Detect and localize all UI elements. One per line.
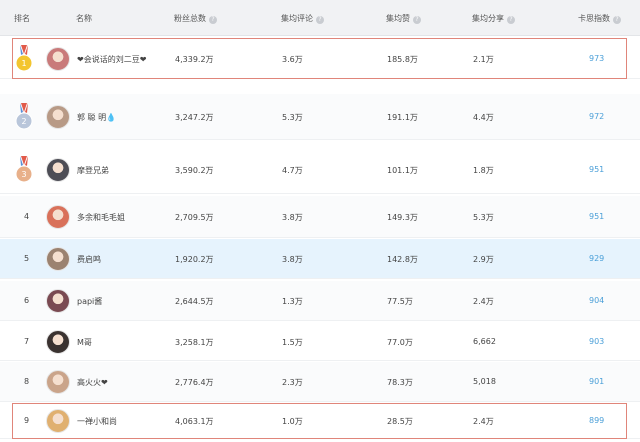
fans-total: 1,920.2万 [175, 255, 214, 264]
avg-shares: 2.1万 [473, 55, 494, 64]
fans-total: 2,776.4万 [175, 378, 214, 387]
creator-name[interactable]: 多余和毛毛姐 [77, 213, 125, 222]
fans-total: 4,339.2万 [175, 55, 214, 64]
creator-name[interactable]: 一禅小和尚 [77, 417, 117, 426]
avatar[interactable] [46, 409, 70, 433]
table-row[interactable]: 2 郭 聪 明💧 3,247.2万 5.3万 191.1万 4.4万 972 [0, 94, 640, 140]
avg-comments: 1.0万 [282, 417, 303, 426]
avg-shares: 5,018 [473, 377, 496, 386]
avg-comments: 3.8万 [282, 255, 303, 264]
help-icon[interactable]: ? [507, 16, 515, 24]
rank-number: 8 [24, 377, 30, 386]
table-row[interactable]: 8 高火火❤ 2,776.4万 2.3万 78.3万 5,018 901 [0, 362, 640, 402]
avg-comments: 1.5万 [282, 338, 303, 347]
avatar[interactable] [46, 205, 70, 229]
creator-name[interactable]: M哥 [77, 338, 92, 347]
table-row[interactable]: 1 ❤会说话的刘二豆❤ 4,339.2万 3.6万 185.8万 2.1万 973 [0, 38, 640, 79]
avatar[interactable] [46, 330, 70, 354]
table-row[interactable]: 9 一禅小和尚 4,063.1万 1.0万 28.5万 2.4万 899 [0, 403, 640, 439]
kasi-index: 899 [589, 416, 605, 425]
avg-shares: 1.8万 [473, 166, 494, 175]
kasi-index: 929 [589, 254, 605, 263]
avg-comments: 2.3万 [282, 378, 303, 387]
help-icon[interactable]: ? [209, 16, 217, 24]
header-likes[interactable]: 集均赞? [386, 13, 421, 24]
avg-likes: 28.5万 [387, 417, 413, 426]
avg-shares: 4.4万 [473, 113, 494, 122]
help-icon[interactable]: ? [413, 16, 421, 24]
table-header: 排名 名称 粉丝总数? 集均评论? 集均赞? 集均分享? 卡思指数? [0, 0, 640, 36]
rank-number: 4 [24, 212, 30, 221]
avg-likes: 77.0万 [387, 338, 413, 347]
avg-likes: 78.3万 [387, 378, 413, 387]
creator-name[interactable]: ❤会说话的刘二豆❤ [77, 55, 147, 64]
header-fans[interactable]: 粉丝总数? [174, 13, 217, 24]
creator-name[interactable]: 高火火❤ [77, 378, 108, 387]
fans-total: 4,063.1万 [175, 417, 214, 426]
kasi-index: 951 [589, 212, 605, 221]
avg-likes: 101.1万 [387, 166, 418, 175]
table-row[interactable]: 7 M哥 3,258.1万 1.5万 77.0万 6,662 903 [0, 322, 640, 361]
table-row[interactable]: 5 费启鸣 1,920.2万 3.8万 142.8万 2.9万 929 [0, 239, 640, 279]
avatar[interactable] [46, 370, 70, 394]
avg-shares: 2.4万 [473, 297, 494, 306]
avg-shares: 5.3万 [473, 213, 494, 222]
rank-number: 7 [24, 337, 30, 346]
avatar[interactable] [46, 47, 70, 71]
creator-name[interactable]: 费启鸣 [77, 255, 101, 264]
avg-likes: 185.8万 [387, 55, 418, 64]
header-name: 名称 [76, 14, 92, 23]
creator-name[interactable]: papi酱 [77, 297, 103, 306]
header-index[interactable]: 卡思指数? [578, 13, 621, 24]
avg-comments: 3.6万 [282, 55, 303, 64]
avg-likes: 191.1万 [387, 113, 418, 122]
avg-shares: 2.9万 [473, 255, 494, 264]
medal-rank: 3 [21, 170, 26, 179]
table-row[interactable]: 6 papi酱 2,644.5万 1.3万 77.5万 2.4万 904 [0, 281, 640, 321]
kasi-index: 972 [589, 112, 605, 121]
avatar[interactable] [46, 289, 70, 313]
avg-comments: 3.8万 [282, 213, 303, 222]
fans-total: 3,590.2万 [175, 166, 214, 175]
avg-likes: 149.3万 [387, 213, 418, 222]
fans-total: 2,709.5万 [175, 213, 214, 222]
kasi-index: 973 [589, 54, 605, 63]
avatar[interactable] [46, 158, 70, 182]
header-shares[interactable]: 集均分享? [472, 13, 515, 24]
fans-total: 2,644.5万 [175, 297, 214, 306]
help-icon[interactable]: ? [316, 16, 324, 24]
creator-name[interactable]: 摩登兄弟 [77, 166, 109, 175]
medal-rank: 2 [21, 117, 26, 126]
rank-number: 9 [24, 416, 30, 425]
fans-total: 3,258.1万 [175, 338, 214, 347]
creator-name[interactable]: 郭 聪 明💧 [77, 113, 117, 122]
avg-comments: 4.7万 [282, 166, 303, 175]
avg-likes: 142.8万 [387, 255, 418, 264]
kasi-index: 951 [589, 165, 605, 174]
rank-number: 6 [24, 296, 30, 305]
avatar[interactable] [46, 105, 70, 129]
fans-total: 3,247.2万 [175, 113, 214, 122]
medal-icon: 1 [15, 45, 33, 72]
header-rank: 排名 [14, 14, 30, 23]
avg-comments: 5.3万 [282, 113, 303, 122]
kasi-index: 903 [589, 337, 605, 346]
kasi-index: 904 [589, 296, 605, 305]
avg-shares: 2.4万 [473, 417, 494, 426]
kasi-index: 901 [589, 377, 605, 386]
rank-number: 5 [24, 254, 30, 263]
avg-likes: 77.5万 [387, 297, 413, 306]
avg-comments: 1.3万 [282, 297, 303, 306]
help-icon[interactable]: ? [613, 16, 621, 24]
medal-rank: 1 [21, 59, 26, 68]
medal-icon: 3 [15, 156, 33, 183]
avg-shares: 6,662 [473, 337, 496, 346]
table-row[interactable]: 3 摩登兄弟 3,590.2万 4.7万 101.1万 1.8万 951 [0, 146, 640, 194]
header-comments[interactable]: 集均评论? [281, 13, 324, 24]
avatar[interactable] [46, 247, 70, 271]
table-row[interactable]: 4 多余和毛毛姐 2,709.5万 3.8万 149.3万 5.3万 951 [0, 196, 640, 238]
medal-icon: 2 [15, 103, 33, 130]
